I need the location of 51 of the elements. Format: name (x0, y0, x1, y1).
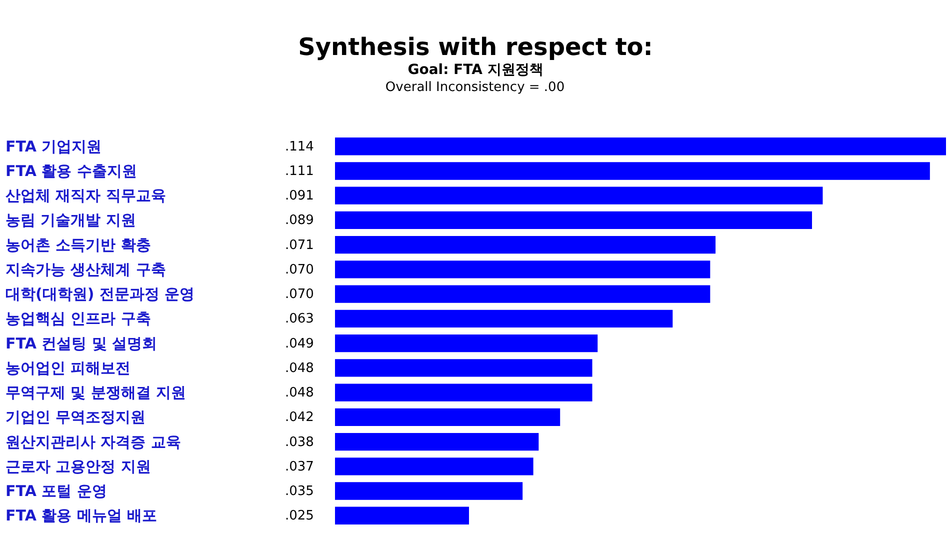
y-tick-label: 지속가능 생산체계 구축 (6, 260, 166, 278)
y-tick-label: 무역구제 및 분쟁해결 지원 (6, 384, 186, 402)
data-label: .049 (285, 336, 314, 352)
bar (335, 432, 539, 451)
data-label: .091 (285, 188, 314, 204)
bar (335, 162, 930, 180)
bar (335, 334, 598, 352)
y-tick-label: 대학(대학원) 전문과정 운영 (6, 285, 195, 304)
bar (335, 359, 592, 377)
text: Overall Inconsistency = .00 (385, 80, 565, 95)
y-tick-label: 산업체 재직자 직무교육 (6, 186, 166, 205)
data-label: .042 (285, 410, 314, 426)
data-label: .038 (285, 434, 314, 450)
bar (335, 137, 946, 156)
y-tick-label: FTA 컨설팅 및 설명회 (6, 334, 158, 352)
bar (335, 458, 534, 476)
bar (335, 506, 469, 525)
y-tick-label: 농림 기술개발 지원 (6, 211, 136, 230)
bar (335, 285, 710, 303)
data-label: .071 (285, 238, 314, 253)
data-label: .048 (285, 386, 314, 401)
y-tick-label: FTA 활용 메뉴얼 배포 (6, 506, 158, 525)
y-tick-label: 원산지관리사 자격증 교육 (6, 432, 181, 451)
bar (335, 408, 560, 426)
data-label: .063 (285, 312, 314, 327)
bar (335, 482, 523, 500)
y-tick-label: FTA 포털 운영 (6, 482, 107, 500)
bar (335, 211, 812, 230)
y-tick-label: 농어업인 피해보전 (6, 358, 131, 377)
data-label: .025 (285, 508, 314, 524)
bar (335, 260, 710, 278)
y-tick-label: 농어촌 소득기반 확충 (6, 236, 151, 254)
data-label: .037 (285, 459, 314, 474)
data-label: .070 (285, 262, 314, 278)
y-tick-label: 기업인 무역조정지원 (6, 408, 146, 426)
chart-title: Synthesis with respect to: (298, 33, 653, 61)
data-label: .111 (285, 164, 314, 179)
y-tick-label: FTA 기업지원 (6, 137, 102, 156)
bar (335, 384, 592, 402)
chart-subtitle: Goal: FTA 지원정책 (408, 62, 544, 78)
data-label: .089 (285, 213, 314, 228)
bar (335, 186, 823, 204)
data-label: .048 (285, 360, 314, 376)
data-label: .114 (285, 139, 314, 154)
data-label: .070 (285, 287, 314, 302)
y-tick-label: 근로자 고용안정 지원 (6, 457, 151, 476)
bar (335, 236, 716, 254)
bar (335, 310, 673, 328)
y-tick-label: 농업핵심 인프라 구축 (6, 310, 151, 328)
data-label: .035 (285, 484, 314, 500)
y-tick-label: FTA 활용 수출지원 (6, 162, 137, 180)
